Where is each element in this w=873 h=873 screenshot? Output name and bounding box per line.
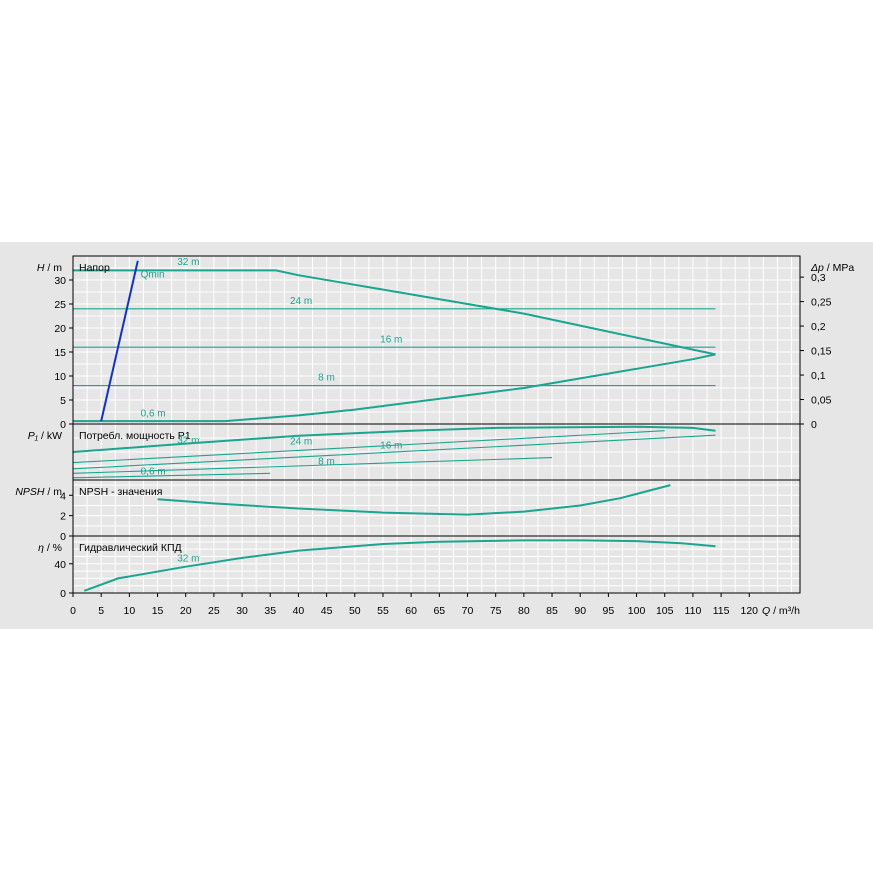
x-axis-symbol: Q — [762, 605, 770, 617]
efficiency-panel-frame — [72, 535, 801, 594]
head-axis-label: H / m — [37, 262, 62, 274]
x-tick-label: 85 — [546, 605, 558, 617]
head-y-tick-label: 0 — [60, 419, 66, 431]
efficiency-y-tick-label: 0 — [60, 588, 66, 600]
power-curve-32-m — [72, 425, 716, 453]
head-y-tick-label: 20 — [54, 323, 66, 335]
curves — [72, 260, 716, 592]
x-tick-label: 25 — [208, 605, 220, 617]
power-curve-0-6-m — [72, 472, 271, 479]
x-tick-label: 40 — [293, 605, 305, 617]
x-tick-label: 45 — [321, 605, 333, 617]
x-tick-label: 10 — [124, 605, 136, 617]
right-y-tick-label: 0 — [811, 419, 817, 431]
x-tick-label: 30 — [236, 605, 248, 617]
power-curve-label: 0,6 m — [141, 466, 166, 477]
npsh-y-tick-label: 2 — [60, 511, 66, 523]
x-tick-label: 75 — [490, 605, 502, 617]
power-axis-symbol: P₁ — [28, 430, 39, 442]
x-tick-label: 100 — [628, 605, 646, 617]
head-curve-label: 16 m — [380, 334, 402, 345]
head-curve-label: 32 m — [177, 257, 199, 268]
efficiency-curve-label: 32 m — [177, 554, 199, 565]
head-panel-title: Напор — [79, 262, 110, 274]
x-tick-label: 5 — [98, 605, 104, 617]
axes: H / m05101520253000,050,10,150,20,250,3Δ… — [15, 262, 854, 617]
npsh-y-tick-label: 0 — [60, 531, 66, 543]
x-tick-label: 105 — [656, 605, 674, 617]
head-axis-unit: / m — [45, 262, 63, 274]
right-axis-unit: / MPa — [824, 262, 855, 274]
x-axis-unit: / m³/h — [770, 605, 800, 617]
x-tick-label: 95 — [603, 605, 615, 617]
head-y-tick-label: 10 — [54, 371, 66, 383]
right-y-tick-label: 0,3 — [811, 272, 826, 284]
x-tick-label: 50 — [349, 605, 361, 617]
npsh-axis-label: NPSH / m — [15, 486, 62, 498]
npsh-curve-NPSH — [157, 484, 671, 516]
head-curve-label: 24 m — [290, 296, 312, 307]
x-tick-label: 115 — [713, 605, 730, 617]
head-curve-label: 8 m — [318, 372, 335, 383]
power-axis-label: P₁ / kW — [28, 430, 62, 442]
x-tick-label: 80 — [518, 605, 530, 617]
qmin-line — [100, 260, 139, 422]
x-tick-label: 35 — [264, 605, 276, 617]
right-y-tick-label: 0,15 — [811, 346, 832, 358]
npsh-y-tick-label: 4 — [60, 490, 66, 502]
x-tick-label: 15 — [152, 605, 164, 617]
x-tick-label: 120 — [741, 605, 759, 617]
right-y-tick-label: 0,1 — [811, 370, 826, 382]
x-tick-label: 70 — [462, 605, 474, 617]
efficiency-curve-32-m — [83, 539, 716, 592]
panel-frames — [72, 255, 801, 594]
head-y-tick-label: 15 — [54, 347, 66, 359]
right-axis-symbol: Δp — [810, 262, 824, 274]
head-y-tick-label: 5 — [60, 395, 66, 407]
npsh-axis-unit: / m — [45, 486, 63, 498]
efficiency-axis-unit: / % — [44, 542, 62, 554]
right-y-tick-label: 0,25 — [811, 297, 832, 309]
right-y-tick-label: 0,05 — [811, 395, 832, 407]
head-curve-0-6-m — [73, 353, 716, 423]
npsh-axis-symbol: NPSH — [15, 486, 45, 498]
head-curve-label: 0,6 m — [141, 408, 166, 419]
power-curve-label: 32 m — [177, 436, 199, 447]
x-tick-label: 65 — [433, 605, 445, 617]
x-tick-label: 60 — [405, 605, 417, 617]
head-axis-symbol: H — [37, 262, 45, 274]
power-curve-label: 24 m — [290, 437, 312, 448]
power-curve-16-m — [72, 434, 716, 470]
x-tick-label: 55 — [377, 605, 389, 617]
power-curve-label: 16 m — [380, 441, 402, 452]
power-curve-8-m — [72, 457, 553, 474]
power-curve-label: 8 m — [318, 456, 335, 467]
head-y-tick-label: 25 — [54, 299, 66, 311]
x-axis-label: Q / m³/h — [762, 605, 800, 617]
efficiency-y-tick-label: 40 — [54, 559, 66, 571]
head-curve-32-m — [73, 269, 716, 356]
right-axis-label: Δp / MPa — [810, 262, 854, 274]
labels: Напор 32 m 24 m 16 m 8 m 0,6 m Qmin Потребл. мо… — [79, 257, 402, 564]
power-axis-unit: / kW — [38, 430, 62, 442]
efficiency-panel-title: Гидравлический КПД — [79, 542, 182, 554]
x-tick-label: 90 — [574, 605, 586, 617]
right-y-tick-label: 0,2 — [811, 321, 826, 333]
x-tick-label: 110 — [685, 605, 702, 617]
efficiency-axis-label: η / % — [38, 542, 62, 554]
npsh-panel-title: NPSH - значения — [79, 486, 162, 498]
efficiency-axis-symbol: η — [38, 542, 44, 554]
power-panel-title: Потребл. мощность P1 — [79, 430, 191, 442]
power-curve-24-m — [72, 430, 665, 464]
head-curve-label: Qmin — [141, 270, 165, 281]
head-y-tick-label: 30 — [54, 275, 66, 287]
x-tick-label: 0 — [70, 605, 76, 617]
x-tick-label: 20 — [180, 605, 192, 617]
